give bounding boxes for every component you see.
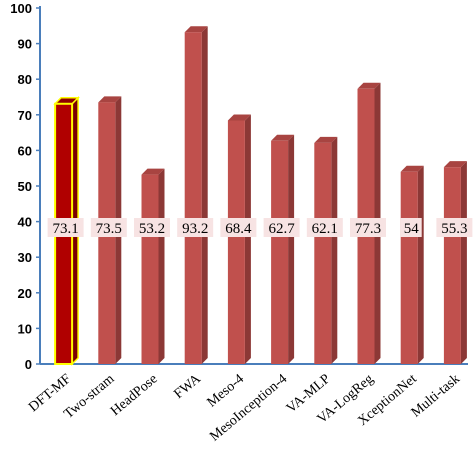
bars-layer — [53, 26, 467, 366]
value-label-bg — [90, 218, 127, 237]
bar-front — [443, 167, 461, 364]
value-label-bg — [263, 218, 300, 237]
bar-side — [288, 134, 295, 364]
bar — [227, 114, 251, 364]
bar-front — [227, 120, 245, 364]
bar-side — [201, 26, 208, 364]
bar-front — [271, 140, 289, 364]
y-tick-label: 30 — [18, 250, 32, 265]
bar — [271, 134, 295, 364]
bar-side — [460, 161, 467, 364]
bar-top — [271, 134, 295, 141]
y-tick-label: 0 — [25, 357, 32, 372]
value-label-bg — [47, 218, 84, 237]
bar-side — [331, 136, 338, 364]
y-tick-label: 80 — [18, 72, 32, 87]
bar-side — [417, 165, 424, 364]
bar-top — [443, 161, 467, 168]
bar-front — [141, 174, 159, 364]
bar-top — [184, 26, 208, 33]
y-tick-label: 50 — [18, 179, 32, 194]
bar-side — [158, 168, 165, 364]
y-tick-label: 100 — [10, 1, 32, 16]
bar — [184, 26, 208, 364]
bar-top — [98, 96, 122, 103]
y-tick-label: 10 — [18, 321, 32, 336]
bar-front — [400, 171, 418, 364]
bar — [443, 161, 467, 364]
value-label: 55.3 — [441, 221, 467, 237]
bar-top — [400, 165, 424, 172]
y-tick-label: 20 — [18, 286, 32, 301]
bar-side — [244, 114, 251, 364]
bar-top — [357, 82, 381, 89]
value-label: 62.7 — [268, 221, 295, 237]
bar-top — [314, 136, 338, 143]
bar — [400, 165, 424, 364]
value-label: 73.1 — [52, 221, 78, 237]
bar-front — [184, 32, 202, 364]
category-label: Multi-task — [409, 372, 463, 421]
y-tick-label: 90 — [18, 37, 32, 52]
value-label-bg — [436, 218, 473, 237]
y-tick-label: 60 — [18, 143, 32, 158]
value-label: 68.4 — [225, 221, 252, 237]
bar-top — [227, 114, 251, 121]
category-label: FWA — [171, 371, 204, 402]
category-label: HeadPose — [108, 372, 161, 419]
value-label-bg — [306, 218, 343, 237]
value-label: 53.2 — [139, 221, 165, 237]
value-label-bg — [400, 218, 422, 237]
bar — [141, 168, 165, 364]
y-tick-label: 40 — [18, 215, 32, 230]
value-label-bg — [220, 218, 257, 237]
value-label-bg — [177, 218, 214, 237]
value-label: 62.1 — [312, 221, 338, 237]
value-label: 54 — [404, 221, 420, 237]
value-label-bg — [134, 218, 170, 237]
value-label: 77.3 — [355, 221, 381, 237]
value-label: 73.5 — [96, 221, 122, 237]
bar — [314, 136, 338, 364]
bar-top — [141, 168, 165, 175]
category-label: MesoInception-4 — [207, 372, 290, 445]
value-label-bg — [350, 218, 386, 237]
y-tick-label: 70 — [18, 108, 32, 123]
value-label: 93.2 — [182, 221, 208, 237]
bar-front — [314, 142, 332, 364]
